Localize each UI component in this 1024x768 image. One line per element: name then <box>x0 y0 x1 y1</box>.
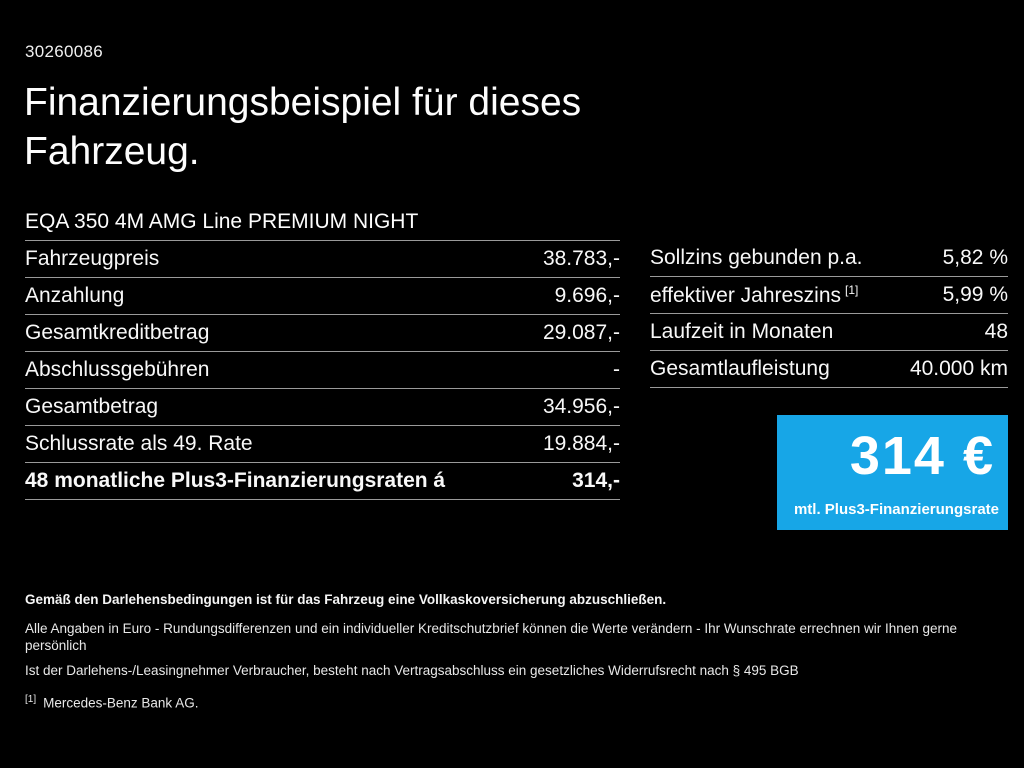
row-value: 314,- <box>572 469 620 492</box>
row-label: Abschlussgebühren <box>25 358 210 381</box>
footnote-text: Mercedes-Benz Bank AG. <box>43 695 199 710</box>
page-title: Finanzierungsbeispiel für dieses Fahrzeu… <box>24 78 581 176</box>
monthly-rate-box: 314 € mtl. Plus3-Finanzierungsrate <box>777 415 1008 530</box>
row-label: effektiver Jahreszins [1] <box>650 283 858 308</box>
vehicle-model-name: EQA 350 4M AMG Line PREMIUM NIGHT <box>25 210 419 233</box>
row-label: Gesamtbetrag <box>25 395 159 418</box>
row-value: - <box>613 358 620 381</box>
row-value: 40.000 km <box>909 357 1008 380</box>
table-row-abschlussgebuehren: Abschlussgebühren - <box>25 352 620 389</box>
row-label: Fahrzeugpreis <box>25 247 160 270</box>
row-label: Anzahlung <box>25 284 125 307</box>
table-row-fahrzeugpreis: Fahrzeugpreis 38.783,- <box>25 241 620 278</box>
row-value: 48 <box>984 320 1008 343</box>
disclaimer-line-1: Alle Angaben in Euro - Rundungsdifferenz… <box>25 620 958 653</box>
row-value: 29.087,- <box>542 321 620 344</box>
row-label: Gesamtkreditbetrag <box>25 321 210 344</box>
row-label: Schlussrate als 49. Rate <box>25 432 253 455</box>
page-title-line-1: Finanzierungsbeispiel für dieses <box>24 81 582 124</box>
row-value: 5,99 % <box>942 283 1008 306</box>
row-label: 48 monatliche Plus3-Finanzierungsraten á <box>25 469 446 492</box>
row-value: 5,82 % <box>942 246 1008 269</box>
footnote-marker: [1] <box>845 282 859 297</box>
row-value: 9.696,- <box>554 284 620 307</box>
table-row-gesamtkreditbetrag: Gesamtkreditbetrag 29.087,- <box>25 315 620 352</box>
table-row-schlussrate: Schlussrate als 49. Rate 19.884,- <box>25 426 620 463</box>
table-row-gesamtbetrag: Gesamtbetrag 34.956,- <box>25 389 620 426</box>
bank-footnote: [1] Mercedes-Benz Bank AG. <box>25 694 1004 712</box>
reference-number: 30260086 <box>25 42 104 61</box>
table-row-gesamtlaufleistung: Gesamtlaufleistung 40.000 km <box>650 351 1008 388</box>
row-label-text: effektiver Jahreszins <box>650 283 842 307</box>
row-value: 19.884,- <box>542 432 620 455</box>
disclaimer-line-2: Ist der Darlehens-/Leasingnehmer Verbrau… <box>25 662 799 678</box>
legal-footer: Gemäß den Darlehensbedingungen ist für d… <box>25 592 1004 712</box>
row-value: 38.783,- <box>542 247 620 270</box>
table-row-monatsraten: 48 monatliche Plus3-Finanzierungsraten á… <box>25 463 620 500</box>
table-row-sollzins: Sollzins gebunden p.a. 5,82 % <box>650 240 1008 277</box>
row-value: 34.956,- <box>542 395 620 418</box>
table-row-laufzeit: Laufzeit in Monaten 48 <box>650 314 1008 351</box>
monthly-rate-amount: 314 € <box>849 426 995 486</box>
table-row-effektiver-jahreszins: effektiver Jahreszins [1] 5,99 % <box>650 277 1008 314</box>
table-row-anzahlung: Anzahlung 9.696,- <box>25 278 620 315</box>
footnote-marker: [1] <box>25 693 37 705</box>
monthly-rate-caption: mtl. Plus3-Finanzierungsrate <box>793 501 999 518</box>
page-title-line-2: Fahrzeug. <box>24 130 200 173</box>
insurance-note: Gemäß den Darlehensbedingungen ist für d… <box>25 592 667 607</box>
finance-table: Fahrzeugpreis 38.783,- Anzahlung 9.696,-… <box>25 240 620 500</box>
row-label: Laufzeit in Monaten <box>650 320 834 343</box>
row-label: Gesamtlaufleistung <box>650 357 830 380</box>
conditions-table: Sollzins gebunden p.a. 5,82 % effektiver… <box>650 240 1008 388</box>
row-label: Sollzins gebunden p.a. <box>650 246 863 269</box>
